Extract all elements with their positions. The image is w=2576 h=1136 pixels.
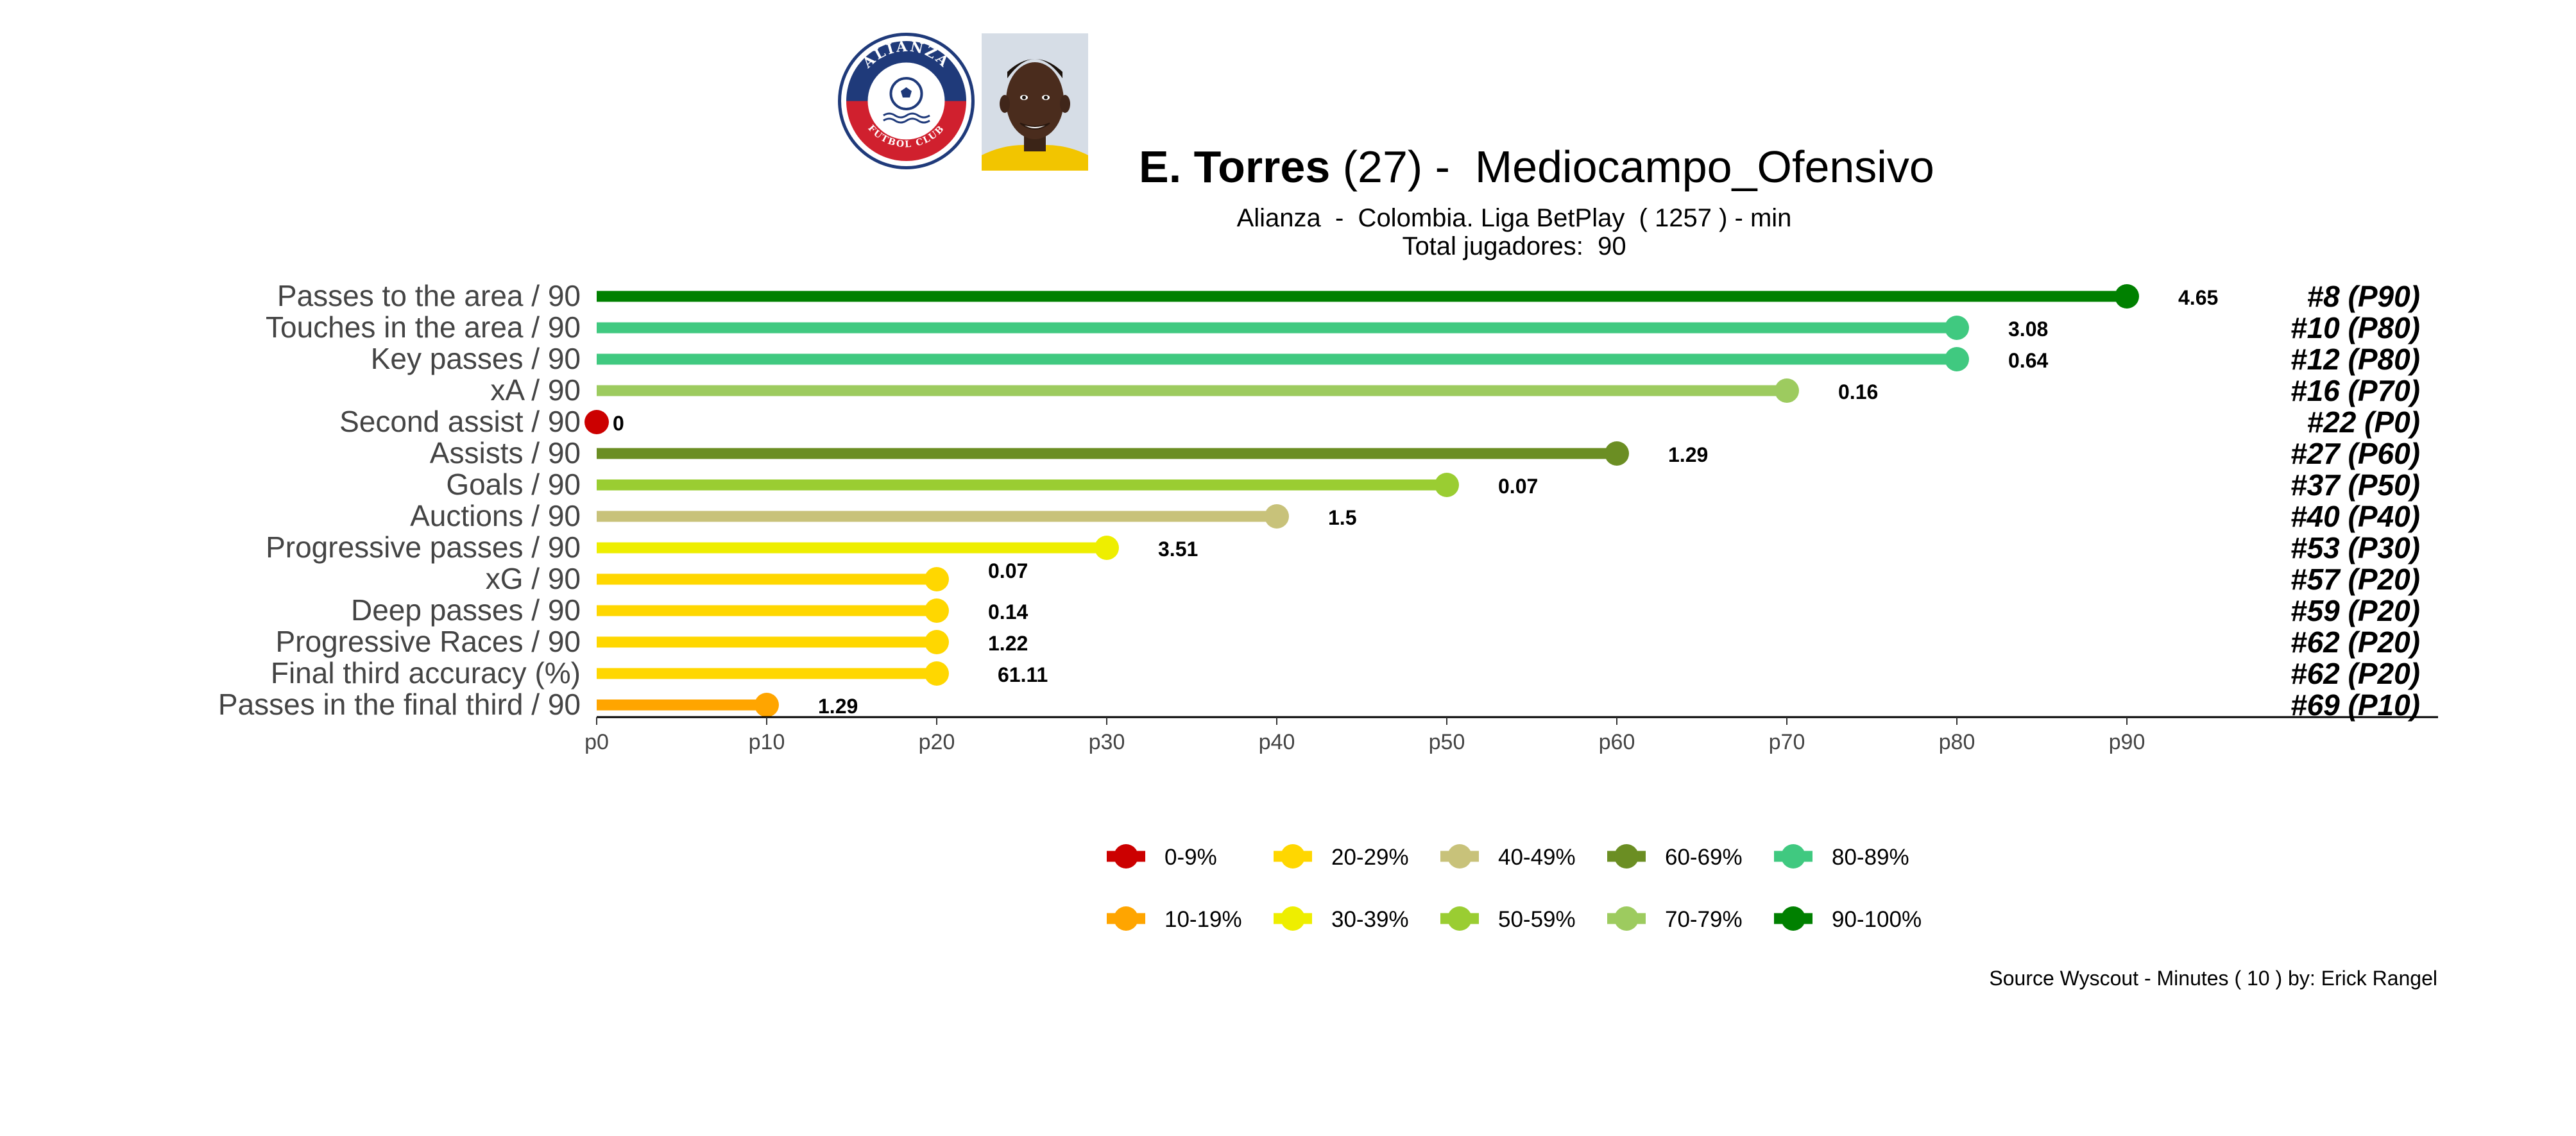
legend-label: 80-89% bbox=[1832, 845, 1909, 870]
lollipop-point bbox=[1095, 536, 1119, 560]
lollipop-point bbox=[925, 567, 949, 591]
legend-label: 30-39% bbox=[1331, 907, 1409, 932]
lollipop-point bbox=[1945, 347, 1969, 371]
legend-label: 20-29% bbox=[1331, 845, 1409, 870]
x-tick-label: p90 bbox=[2109, 730, 2145, 754]
player-position: Mediocampo_Ofensivo bbox=[1474, 142, 1934, 192]
rank-label: #59 (P20) bbox=[2290, 594, 2420, 627]
lollipop-point bbox=[584, 410, 609, 434]
category-label: Final third accuracy (%) bbox=[271, 656, 581, 690]
rank-label: #57 (P20) bbox=[2290, 563, 2420, 596]
lollipop-point bbox=[1605, 441, 1629, 466]
player-photo bbox=[982, 33, 1088, 171]
x-tick-label: p80 bbox=[1939, 730, 1975, 754]
category-label: Passes to the area / 90 bbox=[277, 279, 581, 312]
category-label: Progressive passes / 90 bbox=[266, 530, 581, 564]
chart-subtitle-total: Total jugadores: 90 bbox=[1402, 232, 1626, 260]
category-label: Goals / 90 bbox=[446, 468, 581, 501]
rank-label: #8 (P90) bbox=[2307, 280, 2420, 313]
value-label: 0.64 bbox=[2008, 349, 2048, 372]
category-label: xG / 90 bbox=[486, 562, 581, 595]
category-label: Deep passes / 90 bbox=[351, 593, 581, 627]
category-label: Progressive Races / 90 bbox=[275, 625, 581, 658]
legend-label: 0-9% bbox=[1164, 845, 1217, 870]
chart-title: E. Torres (27) - Mediocampo_Ofensivo bbox=[1139, 141, 1934, 192]
value-label: 1.5 bbox=[1328, 506, 1356, 529]
x-tick-label: p40 bbox=[1259, 730, 1295, 754]
value-label: 4.65 bbox=[2178, 286, 2218, 309]
x-tick-label: p60 bbox=[1599, 730, 1635, 754]
legend-label: 60-69% bbox=[1665, 845, 1743, 870]
legend-swatch-point bbox=[1614, 844, 1639, 869]
category-label: Touches in the area / 90 bbox=[266, 310, 581, 344]
x-tick-label: p0 bbox=[584, 730, 609, 754]
value-label: 61.11 bbox=[998, 663, 1048, 686]
value-label: 3.08 bbox=[2008, 318, 2048, 341]
source-caption: Source Wyscout - Minutes ( 10 ) by: Eric… bbox=[1989, 967, 2437, 990]
legend-swatch-point bbox=[1781, 844, 1805, 869]
legend-label: 40-49% bbox=[1498, 845, 1576, 870]
rank-label: #16 (P70) bbox=[2290, 374, 2420, 407]
rank-label: #12 (P80) bbox=[2290, 343, 2420, 376]
value-label: 0.14 bbox=[988, 600, 1028, 623]
category-label: Passes in the final third / 90 bbox=[218, 688, 581, 721]
player-name: E. Torres bbox=[1139, 142, 1331, 192]
lollipop-point bbox=[1945, 316, 1969, 340]
chart-subtitle: Alianza - Colombia. Liga BetPlay ( 1257 … bbox=[1236, 204, 1792, 232]
category-label: Key passes / 90 bbox=[371, 342, 581, 375]
legend-swatch-point bbox=[1447, 906, 1472, 931]
value-label: 0.07 bbox=[988, 559, 1028, 582]
legend-label: 90-100% bbox=[1832, 907, 1922, 932]
value-label: 0.07 bbox=[1498, 475, 1538, 498]
legend-swatch-point bbox=[1114, 906, 1138, 931]
category-label: Auctions / 90 bbox=[410, 499, 581, 532]
club-logo: ALIANZA FUTBOL CLUB bbox=[838, 33, 975, 169]
legend-label: 70-79% bbox=[1665, 907, 1743, 932]
x-tick-label: p70 bbox=[1769, 730, 1805, 754]
value-label: 1.22 bbox=[988, 632, 1028, 655]
rank-label: #62 (P20) bbox=[2290, 625, 2420, 659]
legend-swatch-point bbox=[1281, 844, 1305, 869]
legend-label: 50-59% bbox=[1498, 907, 1576, 932]
x-tick-label: p30 bbox=[1089, 730, 1125, 754]
rank-label: #69 (P10) bbox=[2290, 688, 2420, 722]
value-label: 1.29 bbox=[1668, 443, 1708, 466]
lollipop-point bbox=[1435, 473, 1459, 497]
x-tick-label: p20 bbox=[919, 730, 955, 754]
rank-label: #53 (P30) bbox=[2290, 531, 2420, 564]
x-tick-label: p50 bbox=[1429, 730, 1465, 754]
category-label: xA / 90 bbox=[490, 373, 581, 407]
rank-label: #62 (P20) bbox=[2290, 657, 2420, 690]
legend-swatch-point bbox=[1114, 844, 1138, 869]
player-age: (27) bbox=[1342, 142, 1423, 192]
rank-label: #27 (P60) bbox=[2290, 437, 2420, 470]
rank-label: #37 (P50) bbox=[2290, 468, 2420, 502]
category-label: Second assist / 90 bbox=[339, 405, 581, 438]
value-label: 0 bbox=[613, 412, 624, 435]
rank-label: #22 (P0) bbox=[2307, 405, 2420, 439]
lollipop-point bbox=[755, 693, 779, 717]
legend-swatch-point bbox=[1781, 906, 1805, 931]
x-tick-label: p10 bbox=[749, 730, 785, 754]
rank-label: #40 (P40) bbox=[2290, 500, 2420, 533]
value-label: 0.16 bbox=[1838, 380, 1878, 403]
lollipop-point bbox=[1775, 378, 1799, 403]
lollipop-point bbox=[925, 630, 949, 654]
lollipop-point bbox=[925, 661, 949, 686]
lollipop-point bbox=[1265, 504, 1289, 529]
legend-swatch-point bbox=[1447, 844, 1472, 869]
legend-label: 10-19% bbox=[1164, 907, 1242, 932]
rank-label: #10 (P80) bbox=[2290, 311, 2420, 344]
value-label: 1.29 bbox=[818, 695, 858, 718]
title-separator: - bbox=[1422, 142, 1475, 192]
value-label: 3.51 bbox=[1158, 538, 1198, 561]
category-label: Assists / 90 bbox=[430, 436, 581, 470]
legend-swatch-point bbox=[1614, 906, 1639, 931]
legend-swatch-point bbox=[1281, 906, 1305, 931]
lollipop-point bbox=[2115, 284, 2139, 309]
lollipop-point bbox=[925, 598, 949, 623]
